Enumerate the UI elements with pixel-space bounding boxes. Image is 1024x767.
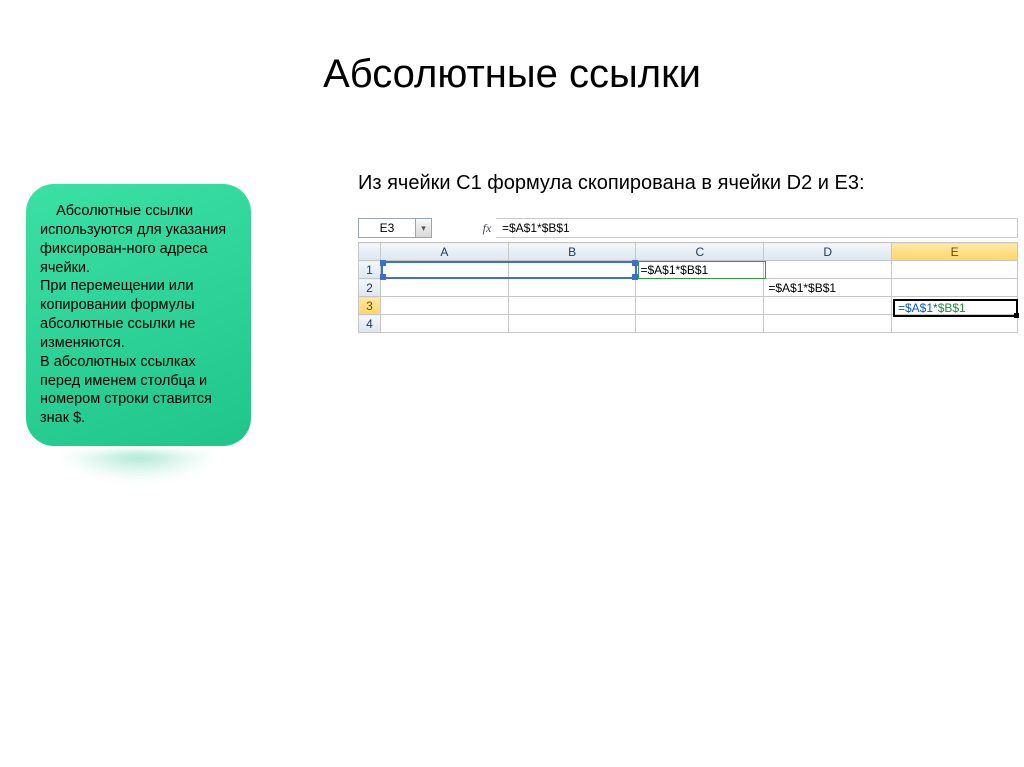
example-caption: Из ячейки С1 формула скопирована в ячейк… [358,170,988,196]
col-header-c[interactable]: C [636,243,764,261]
cell-d3[interactable] [764,297,892,315]
cell-d2[interactable]: =$A$1*$B$1 [764,279,892,297]
cell-c2[interactable] [636,279,764,297]
cell-c4[interactable] [636,315,764,333]
cell-a1[interactable] [380,261,508,279]
cell-e2[interactable] [892,279,1018,297]
cell-d4[interactable] [764,315,892,333]
definition-box: Абсолютные ссылки используются для указа… [26,184,251,446]
select-all-corner[interactable] [359,243,381,261]
row-header-2[interactable]: 2 [359,279,381,297]
cell-c3[interactable] [636,297,764,315]
cell-e3-text: =$A$1*$B$1 [898,301,966,315]
row-header-1[interactable]: 1 [359,261,381,279]
formula-bar-row: E3 fx =$A$1*$B$1 [358,218,1018,238]
slide-title: Абсолютные ссылки [0,52,1024,97]
cell-d1[interactable] [764,261,892,279]
row-1: 1 =$A$1*$B$1 [359,261,1018,279]
cell-b3[interactable] [508,297,636,315]
spreadsheet-screenshot: E3 fx =$A$1*$B$1 A B C D E 1 =$A$ [358,218,1018,348]
name-box[interactable]: E3 [358,218,416,238]
formula-input[interactable]: =$A$1*$B$1 [496,218,1018,238]
column-header-row: A B C D E [359,243,1018,261]
definition-text: Абсолютные ссылки используются для указа… [40,202,237,428]
col-header-b[interactable]: B [508,243,636,261]
example-area: Из ячейки С1 формула скопирована в ячейк… [358,170,988,348]
cell-b2[interactable] [508,279,636,297]
cell-b4[interactable] [508,315,636,333]
cells-grid: A B C D E 1 =$A$1*$B$1 2 [358,242,1018,333]
row-header-3[interactable]: 3 [359,297,381,315]
col-header-d[interactable]: D [764,243,892,261]
cell-e1[interactable] [892,261,1018,279]
fx-icon[interactable]: fx [478,218,496,238]
cell-a2[interactable] [380,279,508,297]
row-4: 4 [359,315,1018,333]
cell-e4[interactable] [892,315,1018,333]
name-box-dropdown-icon[interactable] [416,218,432,238]
cell-c1[interactable]: =$A$1*$B$1 [636,261,764,279]
cell-a3[interactable] [380,297,508,315]
row-header-4[interactable]: 4 [359,315,381,333]
definition-panel: Абсолютные ссылки используются для указа… [26,184,251,522]
col-header-a[interactable]: A [380,243,508,261]
row-2: 2 =$A$1*$B$1 [359,279,1018,297]
definition-reflection [26,452,251,522]
cell-a4[interactable] [380,315,508,333]
cell-b1[interactable] [508,261,636,279]
col-header-e[interactable]: E [892,243,1018,261]
